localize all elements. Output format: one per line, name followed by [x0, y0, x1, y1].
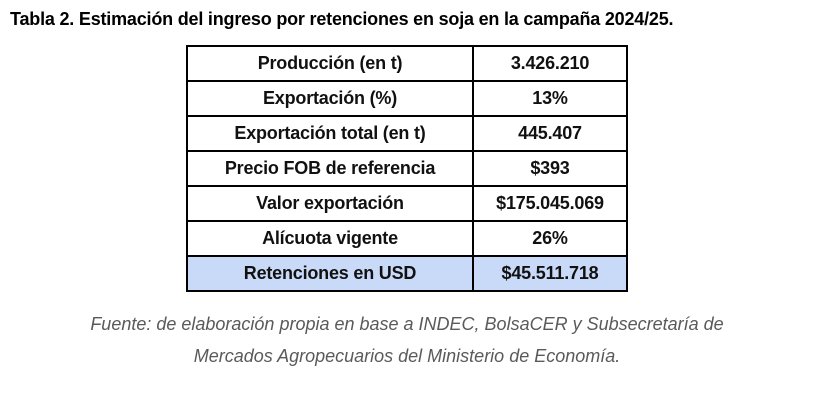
estimation-table: Producción (en t) 3.426.210 Exportación … [186, 45, 628, 292]
table-title: Tabla 2. Estimación del ingreso por rete… [10, 9, 674, 29]
table-row-valor-exportacion: Valor exportación $175.045.069 [186, 185, 628, 222]
row-value: $45.511.718 [472, 255, 628, 292]
row-value: $393 [472, 150, 628, 187]
row-value: 13% [472, 80, 628, 117]
row-value: 3.426.210 [472, 45, 628, 82]
row-value: 26% [472, 220, 628, 257]
row-label: Valor exportación [186, 185, 474, 222]
table-row-exportacion-total: Exportación total (en t) 445.407 [186, 115, 628, 152]
row-label: Alícuota vigente [186, 220, 474, 257]
row-label: Precio FOB de referencia [186, 150, 474, 187]
row-label: Exportación (%) [186, 80, 474, 117]
row-label: Retenciones en USD [186, 255, 474, 292]
table-row-alicuota: Alícuota vigente 26% [186, 220, 628, 257]
table-row-produccion: Producción (en t) 3.426.210 [186, 45, 628, 82]
table-row-exportacion-pct: Exportación (%) 13% [186, 80, 628, 117]
row-label: Exportación total (en t) [186, 115, 474, 152]
table-row-retenciones-highlighted: Retenciones en USD $45.511.718 [186, 255, 628, 292]
table-row-precio-fob: Precio FOB de referencia $393 [186, 150, 628, 187]
source-note-line2: Mercados Agropecuarios del Ministerio de… [193, 345, 621, 366]
row-value: $175.045.069 [472, 185, 628, 222]
row-value: 445.407 [472, 115, 628, 152]
row-label: Producción (en t) [186, 45, 474, 82]
source-note-line1: Fuente: de elaboración propia en base a … [90, 314, 724, 334]
source-note: Fuente: de elaboración propia en base a … [0, 309, 814, 372]
